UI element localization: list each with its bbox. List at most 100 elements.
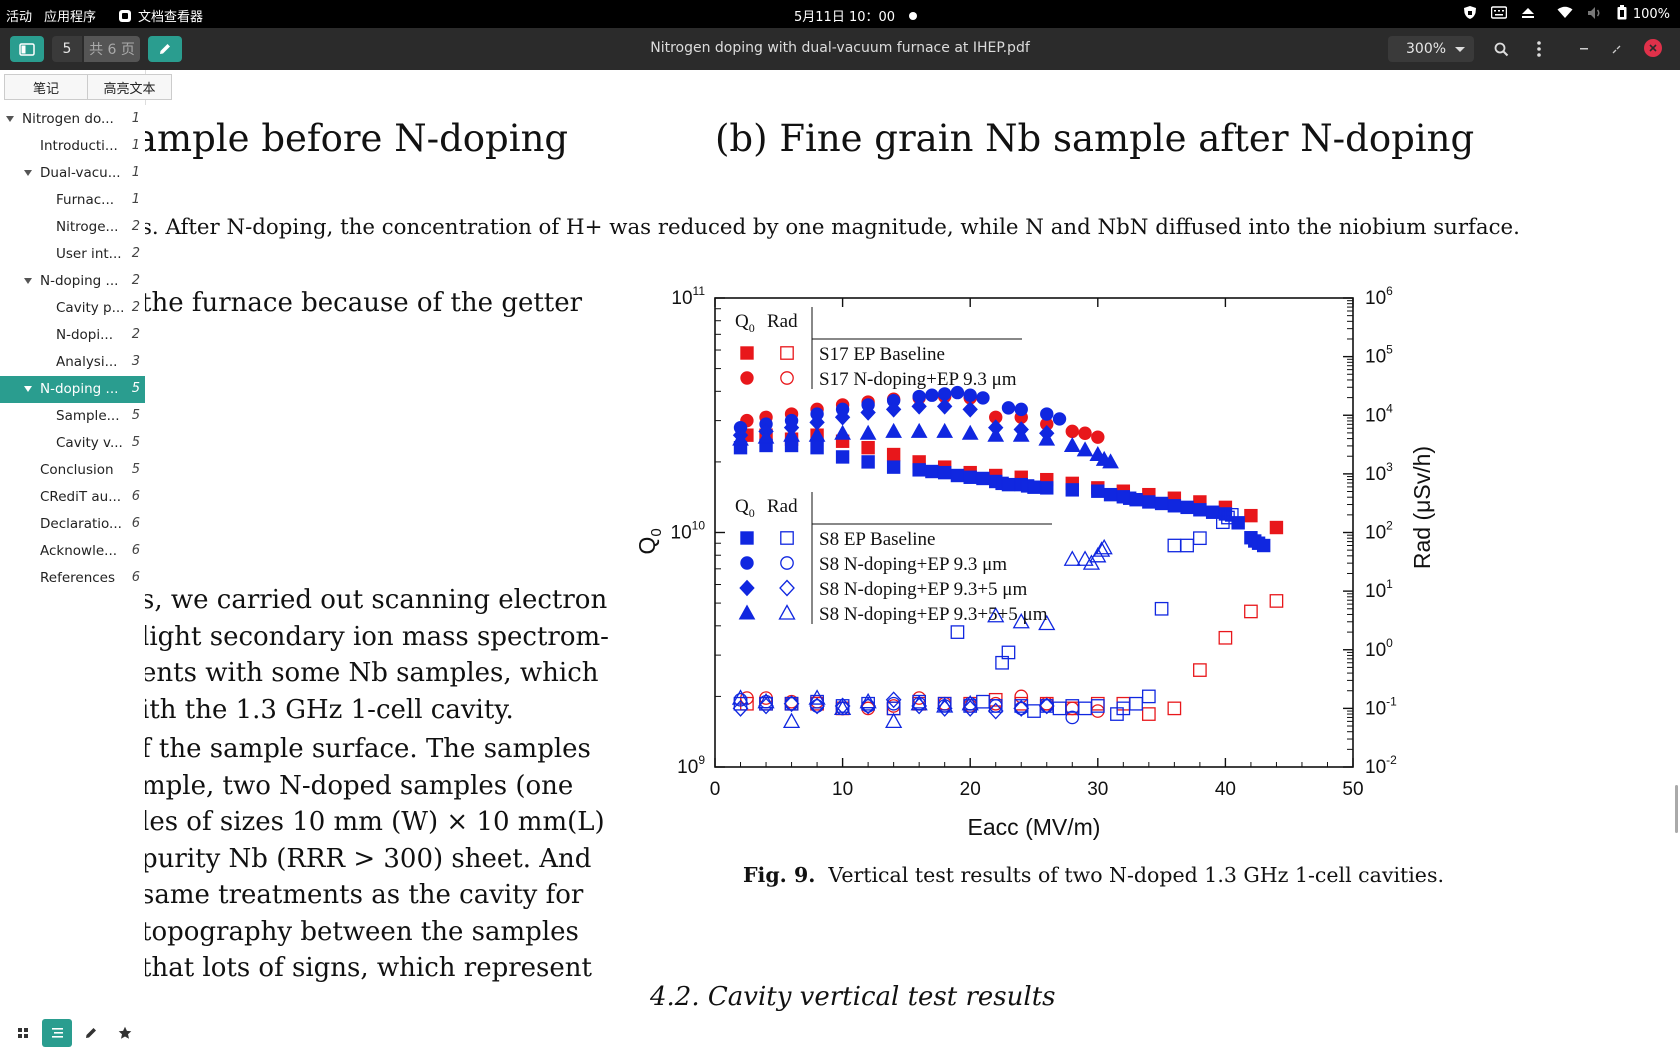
outline-item-label: User int... (56, 246, 122, 262)
data-point (1038, 697, 1055, 715)
y-right-tick-label: 101 (1365, 577, 1393, 602)
data-point (925, 388, 939, 402)
annotate-button[interactable] (148, 36, 182, 62)
outline-item[interactable]: N-doping ... 5 (0, 376, 145, 403)
chevron-down-icon (1455, 47, 1465, 52)
data-point (885, 691, 902, 709)
legend-s8-entry: S8 N-doping+EP 9.3 μm (819, 554, 1007, 575)
outline-item[interactable]: CRediT au... 6 (0, 484, 145, 511)
data-point (783, 695, 800, 713)
system-tray[interactable]: 100% (1463, 5, 1670, 24)
outline-item[interactable]: N-dopi... 2 (0, 322, 145, 349)
outline-item[interactable]: Analysi... 3 (0, 349, 145, 376)
legend-s8-marker (779, 579, 795, 597)
outline-item[interactable]: References 6 (0, 565, 145, 592)
outline-item-label: Cavity v... (56, 435, 123, 451)
tab-highlighted-text[interactable]: 高亮文本 (88, 74, 172, 100)
text-line: same treatments as the cavity for (145, 880, 584, 910)
document-page: ample before N-doping (b) Fine grain Nb … (145, 105, 1680, 1050)
legend-s17-marker (740, 346, 754, 360)
outline-item[interactable]: Dual-vacu... 1 (0, 160, 145, 187)
data-point (1001, 477, 1016, 492)
data-point (834, 424, 851, 440)
sidebar-tabs: 笔记 高亮文本 (4, 74, 172, 100)
restore-button[interactable] (1604, 36, 1628, 62)
page-number-input[interactable]: 5 (52, 36, 82, 62)
outline-item[interactable]: Acknowle... 6 (0, 538, 145, 565)
legend-s17-entry: S17 EP Baseline (819, 344, 945, 365)
outline-item[interactable]: Nitrogen do... 1 (0, 106, 145, 133)
data-point (1013, 699, 1030, 717)
outline-item[interactable]: Cavity p... 2 (0, 295, 145, 322)
outline-item[interactable]: Cavity v... 5 (0, 430, 145, 457)
data-point (1063, 550, 1081, 566)
clock[interactable]: 5月11日 10：00 (794, 6, 918, 25)
legend-s8-marker (740, 556, 754, 570)
outline-item[interactable]: Nitroge... 2 (0, 214, 145, 241)
outline-item[interactable]: Declaratio... 6 (0, 511, 145, 538)
menu-button[interactable] (1524, 36, 1554, 62)
app-menu[interactable]: 文档查看器 (118, 6, 203, 25)
x-tick-label: 10 (832, 779, 853, 800)
sidebar-toggle-button[interactable] (10, 36, 44, 62)
bookmarks-button[interactable] (110, 1019, 140, 1047)
tab-notes[interactable]: 笔记 (4, 74, 88, 100)
outline-item-page: 5 (131, 435, 140, 450)
expander-open-icon[interactable] (24, 278, 32, 284)
outline-item[interactable]: Furnac... 1 (0, 187, 145, 214)
outline-button[interactable] (42, 1019, 72, 1047)
text-line: the furnace because of the getter (145, 288, 583, 318)
figure-caption: Fig. 9. Vertical test results of two N-d… (743, 863, 1444, 887)
kebab-menu-icon (1537, 41, 1541, 57)
outline-item[interactable]: N-doping ... 2 (0, 268, 145, 295)
data-point (1269, 594, 1284, 608)
legend-s8-header-q: Q0 (735, 496, 755, 520)
expander-open-icon[interactable] (6, 116, 14, 122)
search-button[interactable] (1486, 36, 1516, 62)
scrollbar[interactable] (1675, 785, 1678, 833)
data-point (1052, 701, 1067, 716)
data-point (1224, 508, 1239, 522)
data-point (1180, 500, 1194, 515)
data-point (936, 398, 953, 415)
shield-icon (1463, 5, 1477, 24)
data-point (910, 694, 928, 711)
close-icon (1649, 44, 1657, 52)
applications-menu[interactable]: 应用程序 (44, 10, 97, 25)
data-point (987, 606, 1005, 623)
outline-item-label: Dual-vacu... (40, 165, 121, 181)
activities-button[interactable]: 活动 (6, 10, 33, 25)
data-point (1193, 663, 1207, 677)
close-button[interactable] (1644, 39, 1662, 57)
outline-item-page: 6 (131, 570, 140, 585)
x-tick-label: 0 (710, 779, 721, 800)
outline-item[interactable]: Introducti... 1 (0, 133, 145, 160)
expander-open-icon[interactable] (24, 170, 32, 176)
outline-item-page: 1 (131, 138, 140, 153)
data-point (1076, 550, 1094, 566)
data-point (1167, 701, 1182, 716)
minimize-icon (1580, 48, 1588, 50)
outline-item[interactable]: Sample... 5 (0, 403, 145, 430)
data-point (1038, 614, 1056, 631)
data-point (1244, 508, 1258, 523)
thumbnails-button[interactable] (8, 1019, 38, 1047)
y-right-tick-label: 10-2 (1365, 753, 1397, 778)
minimize-button[interactable] (1572, 36, 1596, 62)
outline-item[interactable]: User int... 2 (0, 241, 145, 268)
data-point (1215, 515, 1230, 530)
zoom-dropdown[interactable]: 300% (1388, 36, 1474, 62)
legend-s8-marker (738, 604, 756, 620)
figure-9-chart: 0 10 20 30 40 50 109 1010 1011 10-2 10-1 100 101 102 1… (634, 284, 1435, 840)
outline-item[interactable]: Conclusion 5 (0, 457, 145, 484)
data-point (1065, 710, 1080, 725)
data-point (731, 689, 750, 705)
y-right-axis-label: Rad (μSv/h) (1409, 446, 1435, 569)
expander-open-icon[interactable] (24, 386, 32, 392)
legend-s17-header-q: Q0 (735, 311, 755, 335)
annotations-button[interactable] (76, 1019, 106, 1047)
data-point (757, 692, 775, 709)
data-point (1154, 496, 1169, 511)
data-point (808, 426, 826, 442)
section-heading: 4.2. Cavity vertical test results (650, 982, 1056, 1012)
